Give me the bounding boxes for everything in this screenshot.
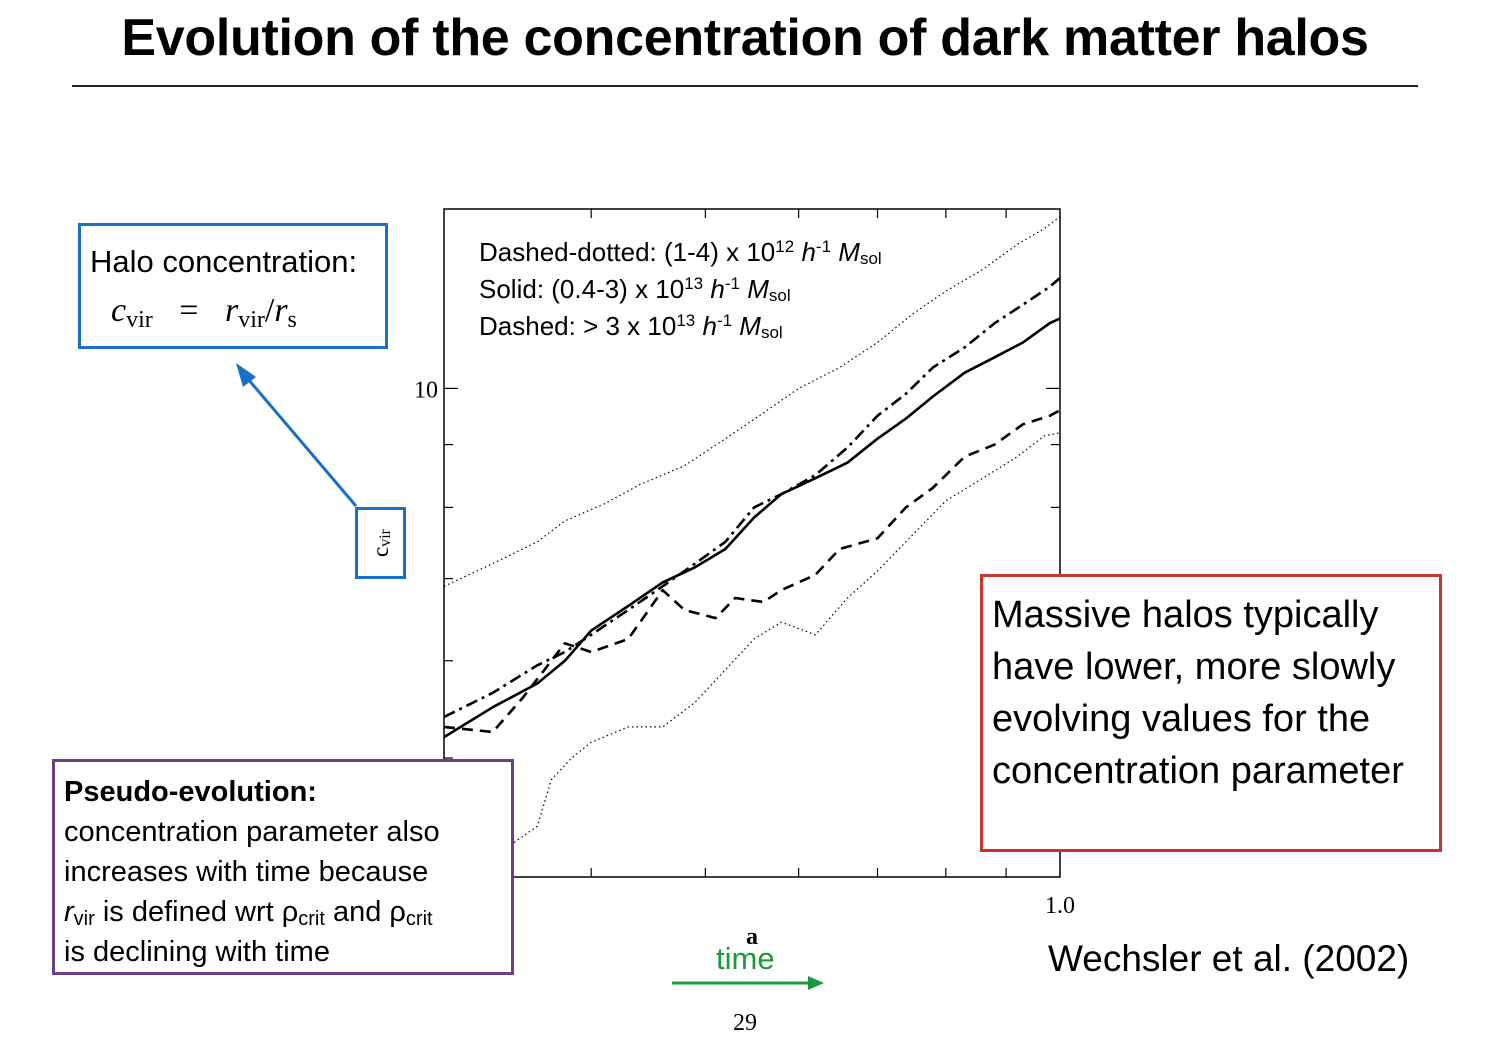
series-line-dotted-3 (443, 216, 1061, 587)
legend-entry-dash-dot: Dashed-dotted: (1-4) x 1012 h-1 Msol (479, 237, 882, 268)
time-label: time (716, 941, 775, 976)
legend-entry-solid: Solid: (0.4-3) x 1013 h-1 Msol (479, 274, 791, 305)
series-line-dash-dot-1 (443, 277, 1061, 719)
massive-halos-box: Massive halos typically have lower, more… (980, 574, 1442, 852)
slide-title: Evolution of the concentration of dark m… (121, 9, 1369, 67)
plot-frame (443, 208, 1061, 878)
title-divider (72, 85, 1418, 87)
concentration-formula: cvir = rvir/rs (111, 292, 297, 333)
concentration-pointer-arrow (240, 371, 358, 507)
pseudo-evolution-box: Pseudo-evolution: concentration paramete… (52, 759, 514, 975)
x-tick-label: 1.0 (1045, 893, 1075, 919)
arrow-head-icon (236, 363, 256, 387)
series-line-dotted-4 (443, 432, 1061, 871)
series-layer (443, 216, 1061, 871)
y-axis-label-box: cvir (355, 507, 406, 579)
pseudo-evolution-heading: Pseudo-evolution: (64, 776, 317, 808)
chart-legend: Dashed-dotted: (1-4) x 1012 h-1 Msol Sol… (479, 234, 882, 345)
reference-citation: Wechsler et al. (2002) (1048, 938, 1410, 979)
pseudo-evolution-text: Pseudo-evolution: concentration paramete… (64, 772, 440, 972)
time-arrow-head-icon (808, 976, 824, 990)
y-axis-label: cvir (367, 529, 394, 557)
series-line-solid-0 (443, 317, 1061, 739)
halo-concentration-label: Halo concentration: (90, 244, 358, 279)
x-axis-label: a (746, 924, 758, 950)
halo-concentration-box: Halo concentration: cvir = rvir/rs (78, 223, 388, 349)
page-number: 29 (733, 1010, 757, 1036)
massive-halos-text: Massive halos typically have lower, more… (992, 594, 1404, 792)
series-line-dashed-2 (443, 409, 1061, 734)
y-tick-label: 10 (414, 377, 438, 403)
legend-entry-dashed: Dashed: > 3 x 1013 h-1 Msol (479, 311, 783, 342)
